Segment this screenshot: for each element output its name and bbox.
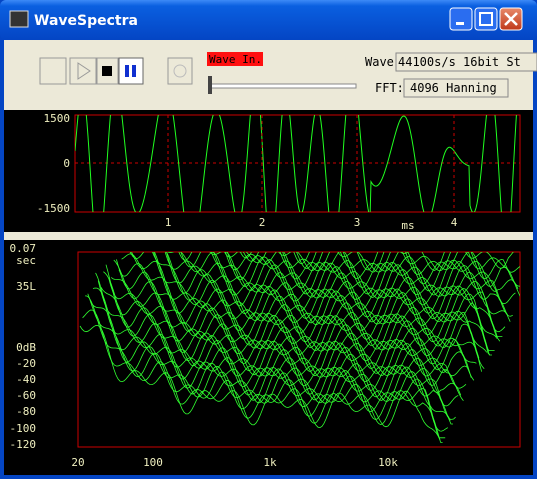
spectrum-x-label: 1k: [263, 456, 277, 469]
play-button[interactable]: [70, 58, 96, 84]
open-button[interactable]: [40, 58, 66, 84]
spectrum-y-label: -40: [16, 373, 36, 386]
spectrum-side-label: 35L: [16, 280, 36, 293]
splitter: [4, 232, 533, 240]
record-button[interactable]: [168, 58, 192, 84]
spectrum-y-label: -60: [16, 389, 36, 402]
window-title: WaveSpectra: [34, 13, 138, 29]
app-window: WaveSpectra Wave In. Wave: 44100s/s 16bi…: [0, 0, 537, 479]
wave-value: 44100s/s 16bit St: [398, 55, 521, 69]
slider-thumb[interactable]: [208, 76, 212, 94]
minimize-icon: [456, 22, 464, 25]
wave-y-label: -1500: [37, 202, 70, 215]
spectrum-x-label: 100: [143, 456, 163, 469]
wave-y-label: 0: [63, 157, 70, 170]
spectrum-panel: [4, 240, 533, 475]
pause-button[interactable]: [119, 58, 143, 84]
wave-y-label: 1500: [44, 112, 71, 125]
app-icon: [10, 11, 28, 27]
fft-value: 4096 Hanning: [410, 81, 497, 95]
spectrum-y-label: -20: [16, 357, 36, 370]
spectrum-y-label: 0dB: [16, 341, 36, 354]
wave-x-unit: ms: [401, 219, 414, 232]
spectrum-x-label: 10k: [378, 456, 398, 469]
wave-x-label: 2: [259, 216, 266, 229]
spectrum-y-label: -80: [16, 405, 36, 418]
spectrum-side-label: sec: [16, 254, 36, 267]
stop-icon: [102, 66, 112, 76]
wave-x-label: 3: [354, 216, 361, 229]
pause-icon: [125, 65, 129, 77]
wave-x-label: 4: [451, 216, 458, 229]
slider-track[interactable]: [210, 84, 356, 88]
pause-icon: [132, 65, 136, 77]
minimize-button[interactable]: [450, 8, 472, 30]
spectrum-y-label: -100: [10, 422, 37, 435]
wave-x-label: 1: [165, 216, 172, 229]
maximize-button[interactable]: [475, 8, 497, 30]
fft-label: FFT:: [375, 81, 404, 95]
spectrum-y-label: -120: [10, 438, 37, 451]
wave-in-label: Wave In.: [209, 53, 262, 66]
spectrum-x-label: 20: [71, 456, 84, 469]
